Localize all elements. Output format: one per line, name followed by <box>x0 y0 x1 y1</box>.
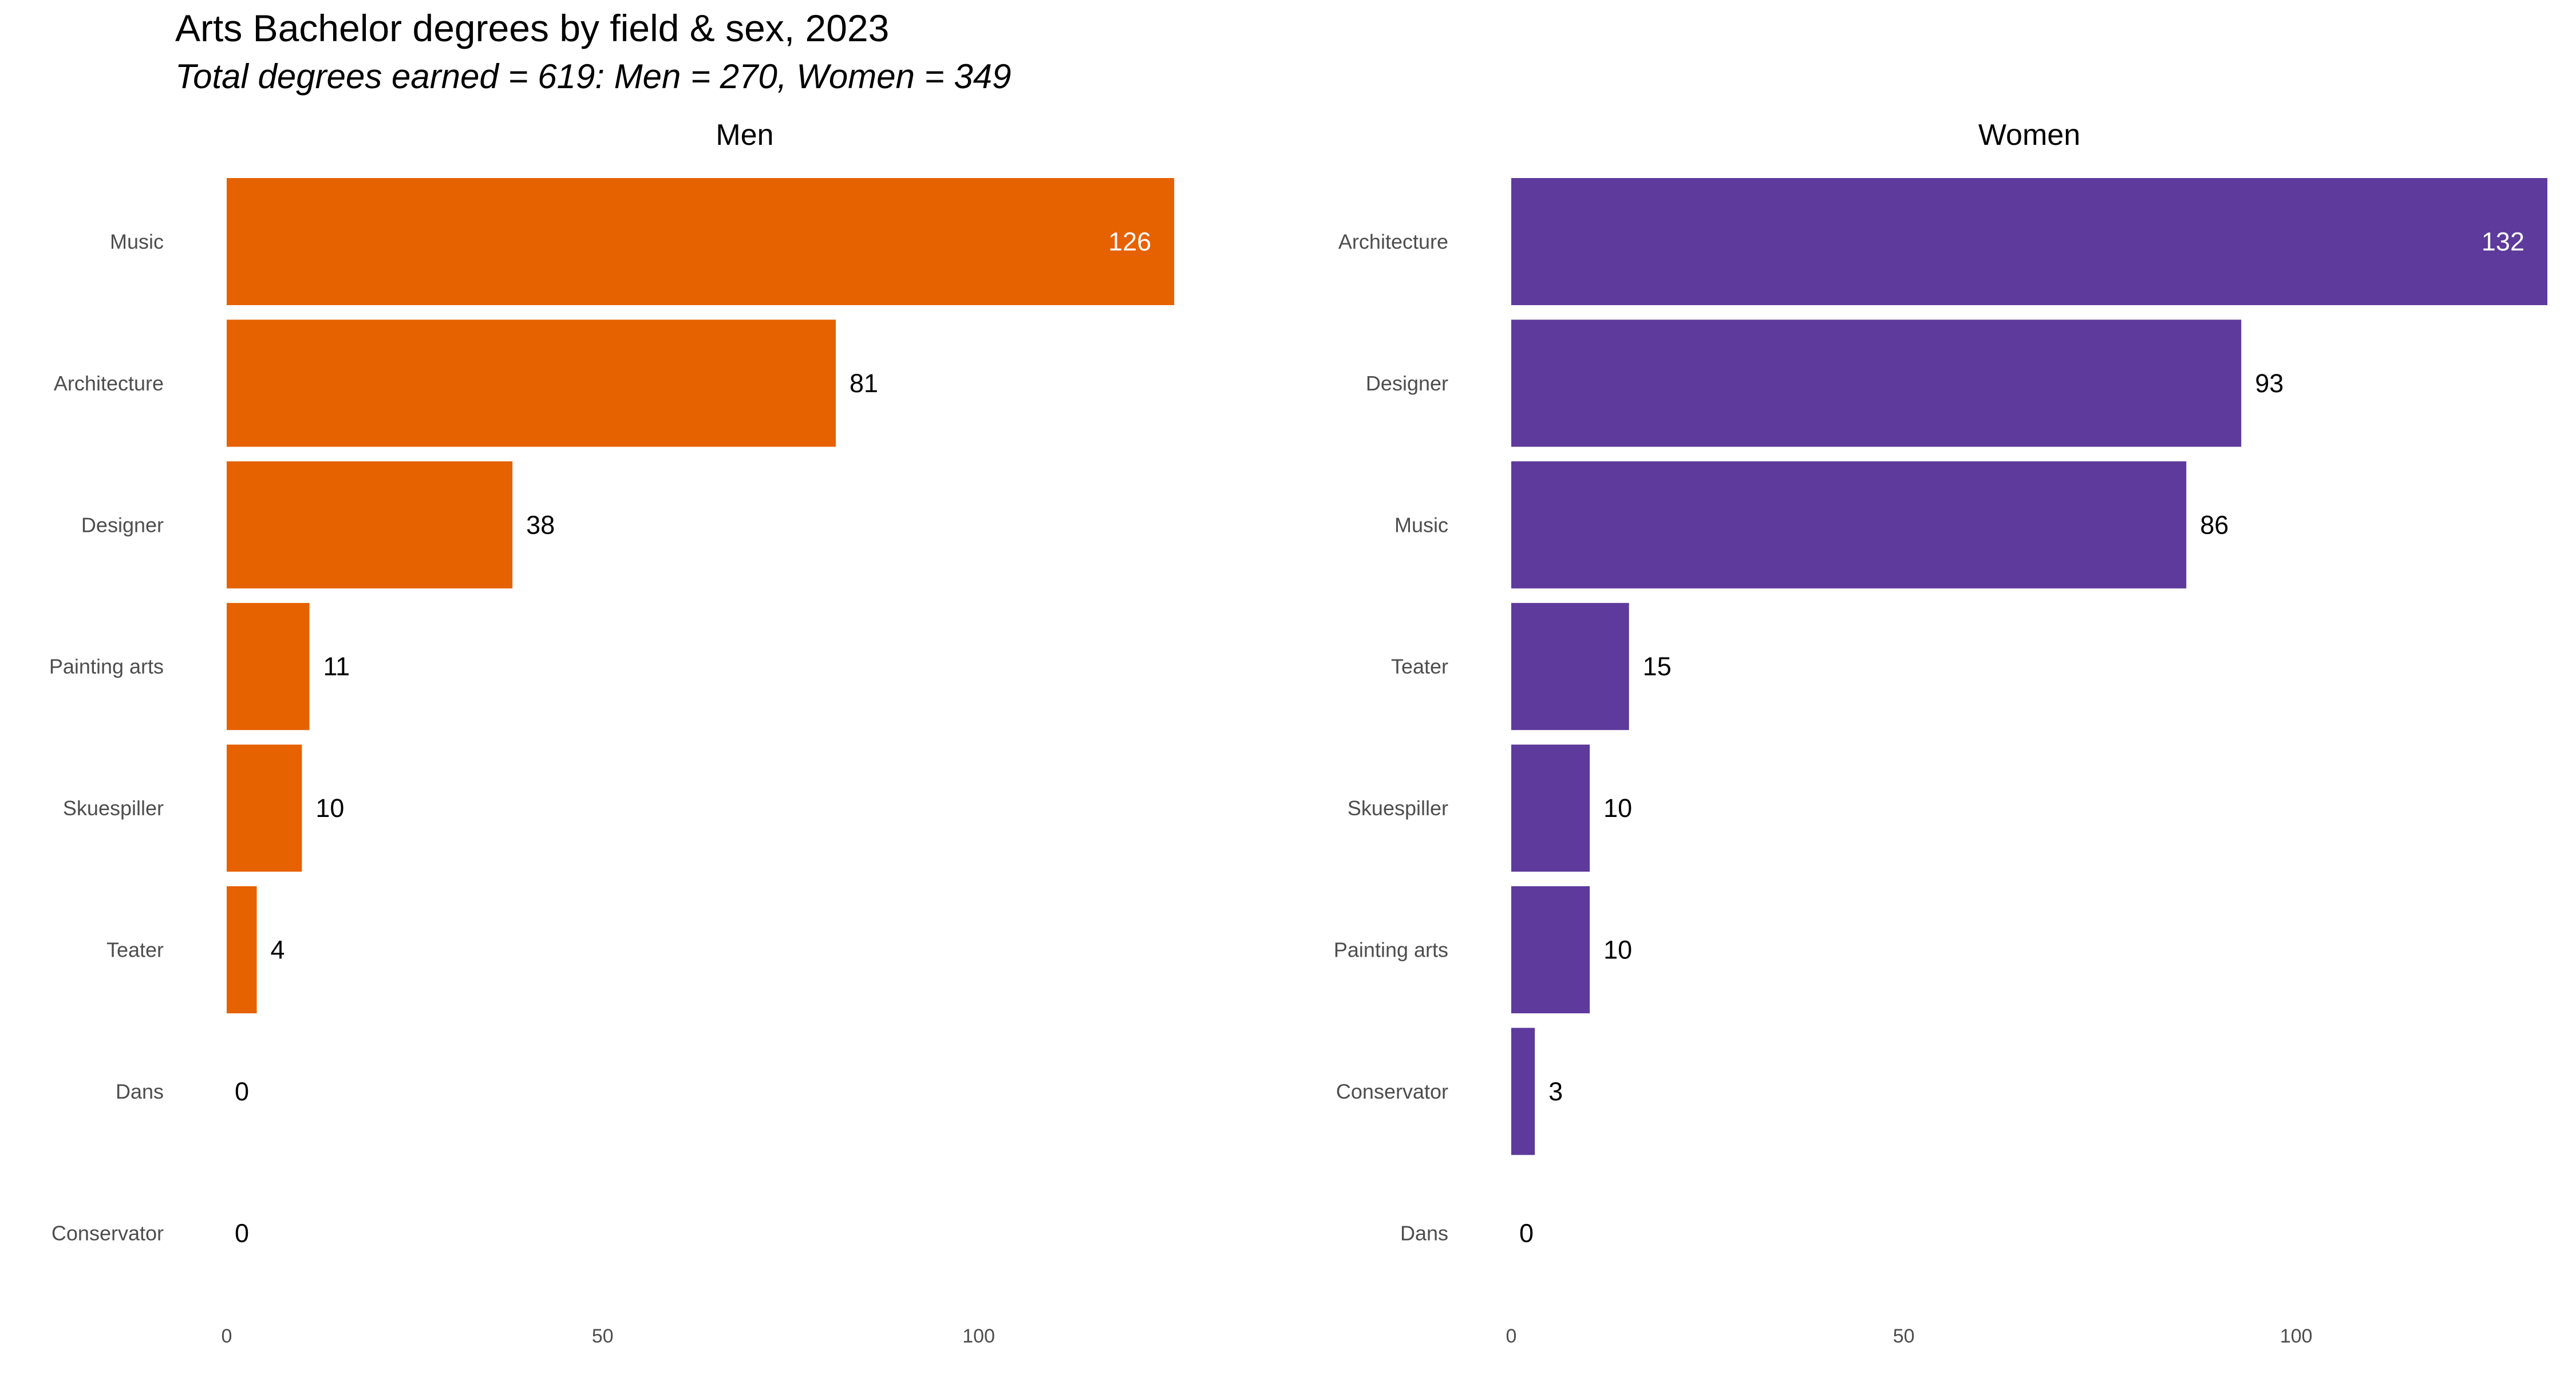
category-label: Music <box>110 230 164 254</box>
category-label: Painting arts <box>1334 938 1448 962</box>
category-label: Painting arts <box>49 655 164 678</box>
bar <box>1511 319 2242 447</box>
chart-title: Arts Bachelor degrees by field & sex, 20… <box>175 7 890 49</box>
value-label: 0 <box>1519 1218 1534 1247</box>
bar <box>227 603 310 731</box>
panel-title-women: Women <box>1978 119 2080 152</box>
x-tick-label: 0 <box>1506 1325 1517 1347</box>
x-tick-label: 0 <box>222 1325 232 1347</box>
bar <box>227 886 257 1013</box>
category-label: Dans <box>1400 1221 1448 1245</box>
value-label: 86 <box>2200 510 2229 539</box>
bar <box>227 319 836 447</box>
x-tick-label: 50 <box>592 1325 614 1347</box>
bar <box>1511 461 2187 589</box>
bar <box>1511 178 2547 305</box>
x-tick-label: 50 <box>1893 1325 1915 1347</box>
category-label: Designer <box>81 513 164 536</box>
value-label: 4 <box>271 935 285 965</box>
category-label: Architecture <box>1338 230 1448 254</box>
value-label: 81 <box>850 369 878 398</box>
bar <box>1511 1028 1535 1155</box>
bar <box>1511 603 1629 731</box>
category-label: Music <box>1394 513 1448 536</box>
bar <box>1511 744 1590 872</box>
value-label: 15 <box>1643 652 1672 681</box>
value-label: 11 <box>323 652 350 681</box>
category-label: Skuespiller <box>63 796 164 820</box>
value-label: 132 <box>2482 227 2524 256</box>
category-label: Teater <box>1391 655 1448 678</box>
value-label: 10 <box>1603 935 1632 965</box>
bar <box>227 178 1175 305</box>
x-tick-label: 100 <box>962 1325 995 1347</box>
value-label: 0 <box>235 1218 249 1247</box>
category-label: Conservator <box>52 1221 164 1245</box>
category-label: Designer <box>1366 372 1448 395</box>
value-label: 93 <box>2255 369 2283 398</box>
bar <box>227 744 302 872</box>
panel-title-men: Men <box>716 119 773 152</box>
category-label: Dans <box>116 1080 164 1103</box>
category-label: Skuespiller <box>1348 796 1448 820</box>
value-label: 126 <box>1108 227 1151 256</box>
category-label: Teater <box>106 938 164 962</box>
category-label: Architecture <box>54 372 164 395</box>
x-tick-label: 100 <box>2280 1325 2313 1347</box>
value-label: 10 <box>1603 793 1632 823</box>
value-label: 38 <box>526 510 555 539</box>
bar <box>1511 886 1590 1013</box>
category-label: Conservator <box>1336 1080 1448 1103</box>
value-label: 3 <box>1548 1077 1563 1106</box>
value-label: 10 <box>315 793 344 823</box>
bar <box>227 461 513 589</box>
value-label: 0 <box>235 1077 249 1106</box>
chart-subtitle: Total degrees earned = 619: Men = 270, W… <box>175 57 1012 96</box>
